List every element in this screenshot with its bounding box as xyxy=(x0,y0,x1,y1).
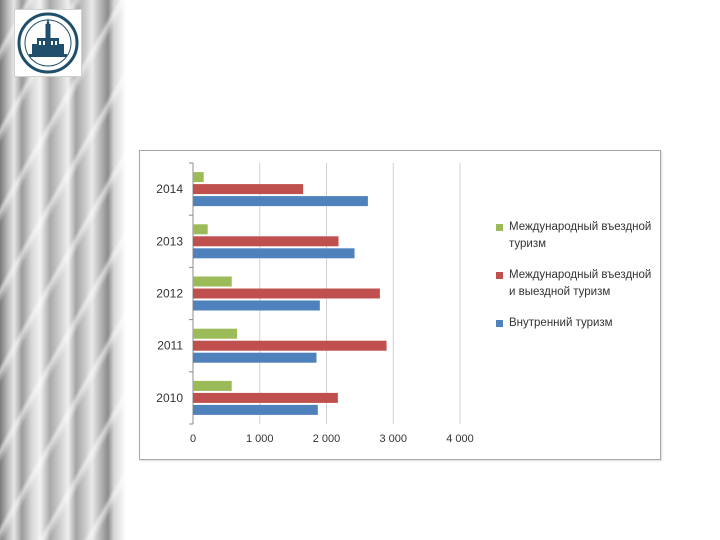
university-seal-icon xyxy=(17,12,79,74)
bar xyxy=(193,236,339,247)
legend-item-international-inbound: Международный въездной туризм xyxy=(496,219,656,253)
legend-item-domestic: Внутренний туризм xyxy=(496,315,656,332)
legend-label: Международный въездной и выездной туризм xyxy=(509,269,652,298)
y-category-label: 2013 xyxy=(156,234,183,248)
y-category-label: 2010 xyxy=(156,391,183,405)
university-logo xyxy=(14,9,82,77)
bar xyxy=(193,404,318,415)
bar xyxy=(193,276,232,287)
legend-swatch xyxy=(496,224,503,231)
bar xyxy=(193,300,320,311)
x-tick-label: 0 xyxy=(190,433,196,445)
bar xyxy=(193,288,380,299)
decorative-left-strip xyxy=(0,0,126,540)
bar xyxy=(193,328,238,339)
bar xyxy=(193,248,355,259)
legend-label: Внутренний туризм xyxy=(509,317,613,329)
bar xyxy=(193,392,338,403)
bar xyxy=(193,340,387,351)
legend-label: Международный въездной туризм xyxy=(509,221,652,250)
x-tick-label: 2 000 xyxy=(313,433,341,445)
bar xyxy=(193,224,208,235)
bar-chart: 0 1 000 2 000 3 000 4 000 2014 2013 2012 2011 201… xyxy=(156,162,474,445)
y-category-label: 2012 xyxy=(156,287,183,301)
y-category-label: 2014 xyxy=(156,182,183,196)
bar xyxy=(193,352,317,363)
bar xyxy=(193,196,368,207)
y-category-label: 2011 xyxy=(157,339,183,353)
legend-swatch xyxy=(496,272,503,279)
legend-item-international-in-out: Международный въездной и выездной туризм xyxy=(496,267,656,301)
chart-container: 0 1 000 2 000 3 000 4 000 2014 2013 2012 2011 201… xyxy=(139,150,661,460)
x-tick-label: 3 000 xyxy=(379,433,407,445)
chart-legend: Международный въездной туризм Международ… xyxy=(496,219,656,346)
bar xyxy=(193,380,232,391)
legend-swatch xyxy=(496,320,503,327)
bar xyxy=(193,172,204,183)
x-tick-label: 1 000 xyxy=(246,433,274,445)
bar xyxy=(193,184,304,195)
x-tick-label: 4 000 xyxy=(446,433,474,445)
